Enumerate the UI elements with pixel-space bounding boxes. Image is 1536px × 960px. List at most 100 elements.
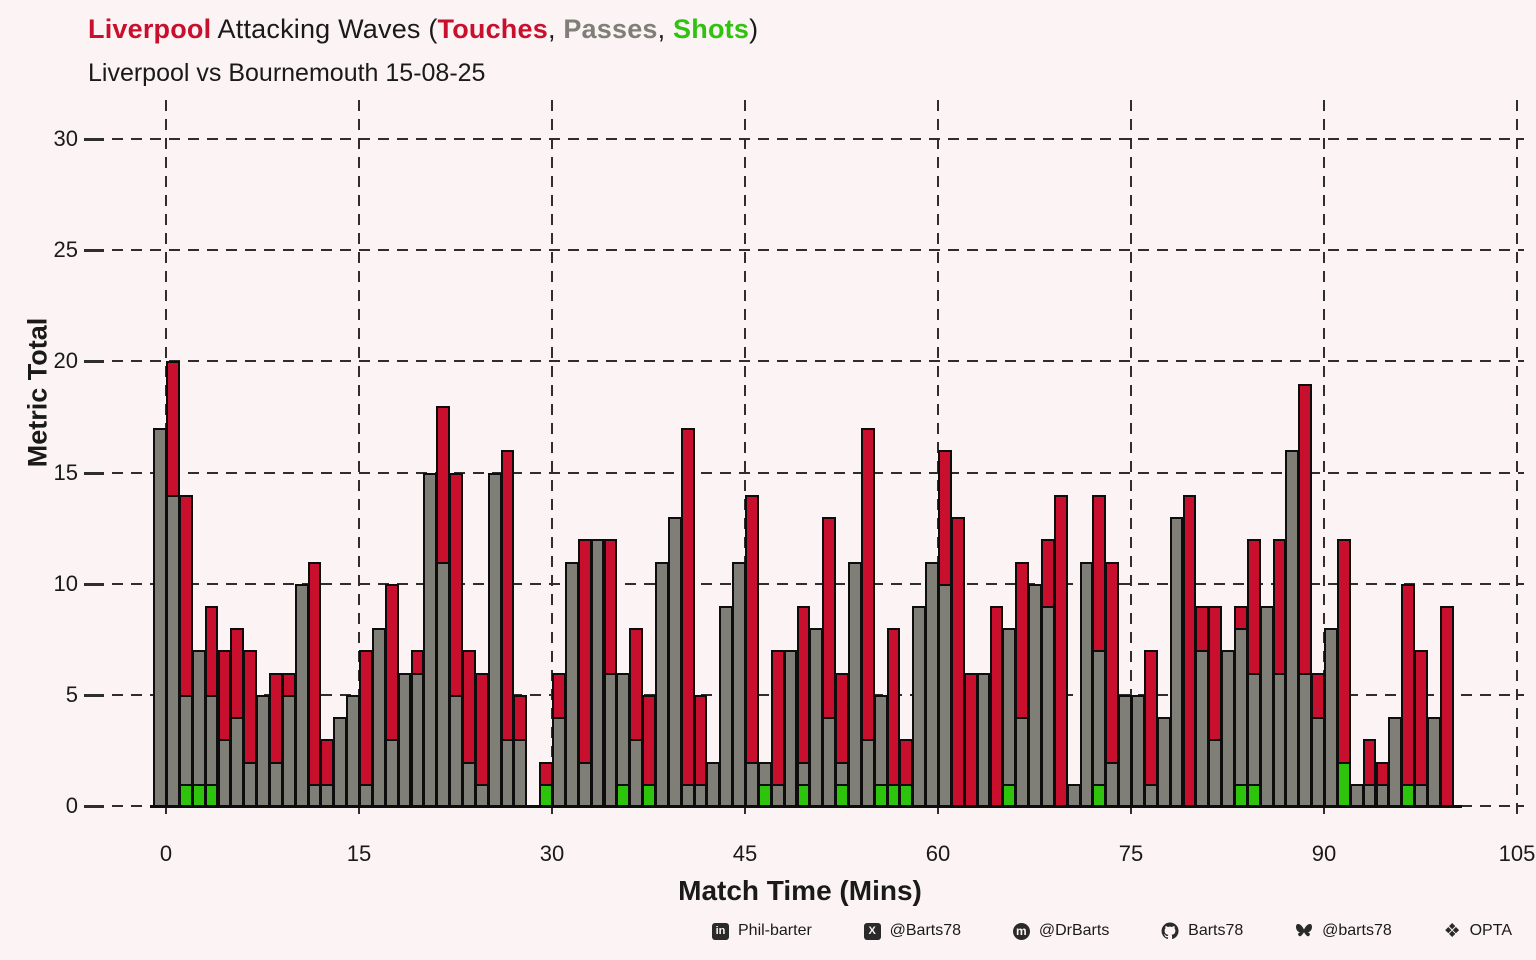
passes-bar-minute-76 <box>1131 694 1145 809</box>
y-tick-label-20: 20 <box>53 348 78 374</box>
footer-label: Phil-barter <box>738 922 812 939</box>
footer-label: @Barts78 <box>889 922 962 939</box>
passes-bar-minute-20 <box>410 672 425 808</box>
footer-item-x: X @Barts78 <box>863 922 962 940</box>
passes-bar-minute-87 <box>1272 672 1287 808</box>
y-tick-mark-10 <box>84 582 104 586</box>
passes-bar-minute-84 <box>1233 628 1248 808</box>
h-gridline-10 <box>112 582 1524 585</box>
passes-bar-minute-5 <box>217 739 232 808</box>
footer-label: Barts78 <box>1188 922 1244 939</box>
x-tick-label-75: 75 <box>1118 841 1144 866</box>
y-axis-title: Metric Total <box>22 317 53 468</box>
passes-bar-minute-69 <box>1040 605 1055 808</box>
passes-bar-minute-32 <box>564 561 579 808</box>
github-icon <box>1161 922 1179 940</box>
y-tick-mark-30 <box>84 138 104 142</box>
passes-bar-minute-31 <box>552 717 566 808</box>
passes-bar-minute-1 <box>166 494 180 808</box>
passes-bar-minute-83 <box>1221 650 1235 808</box>
y-tick-mark-15 <box>84 471 104 475</box>
x-icon: X <box>863 922 881 940</box>
passes-bar-minute-9 <box>268 761 283 808</box>
passes-bar-minute-82 <box>1208 739 1223 808</box>
h-gridline-20 <box>112 360 1524 363</box>
x-tick-label-60: 60 <box>925 841 951 866</box>
passes-bar-minute-51 <box>809 628 824 808</box>
h-gridline-15 <box>112 471 1524 474</box>
passes-bar-minute-8 <box>256 694 270 809</box>
passes-bar-minute-6 <box>230 717 245 808</box>
footer-label: @barts78 <box>1322 922 1392 939</box>
passes-bar-minute-28 <box>513 739 528 808</box>
x-axis-line <box>150 805 1462 808</box>
passes-bar-minute-86 <box>1259 605 1274 808</box>
passes-bar-minute-72 <box>1079 561 1094 808</box>
dropbox-icon: ❖ <box>1443 920 1461 942</box>
passes-bar-minute-75 <box>1118 694 1132 809</box>
footer-item-bluesky: @barts78 <box>1295 922 1392 940</box>
title-mid: Attacking Waves ( <box>211 14 438 44</box>
passes-bar-minute-88 <box>1285 450 1300 808</box>
title-close: ) <box>749 14 759 44</box>
passes-bar-minute-44 <box>719 605 734 808</box>
passes-bar-minute-54 <box>847 561 862 808</box>
y-tick-label-0: 0 <box>65 793 78 818</box>
y-tick-label-15: 15 <box>53 459 78 485</box>
passes-bar-minute-18 <box>384 739 399 808</box>
passes-bar-minute-64 <box>976 672 991 808</box>
title-touches: Touches <box>437 14 548 44</box>
title-passes: Passes <box>563 14 658 44</box>
passes-bar-minute-21 <box>423 472 438 808</box>
x-tick-label-30: 30 <box>539 841 565 866</box>
y-tick-mark-5 <box>84 693 104 697</box>
passes-bar-minute-37 <box>629 739 644 808</box>
v-gridline-15 <box>358 100 360 820</box>
passes-bar-minute-22 <box>436 561 451 808</box>
shots-bar-minute-92 <box>1336 761 1351 808</box>
x-tick-label-0: 0 <box>159 841 173 866</box>
passes-bar-minute-66 <box>1002 628 1017 808</box>
x-axis-title: Match Time (Mins) <box>678 875 922 906</box>
v-gridline-30 <box>551 100 553 820</box>
v-gridline-45 <box>744 100 746 820</box>
title-team: Liverpool <box>88 14 212 44</box>
touches-bar-minute-62 <box>950 517 965 808</box>
footer-item-opta: ❖ OPTA <box>1443 920 1512 942</box>
y-tick-mark-20 <box>84 360 104 364</box>
footer-credits: in Phil-barter X @Barts78 m @DrBarts Bar… <box>712 920 1512 942</box>
chart-title: Liverpool Attacking Waves (Touches, Pass… <box>88 14 758 45</box>
passes-bar-minute-26 <box>487 472 502 808</box>
passes-bar-minute-89 <box>1298 672 1313 808</box>
passes-bar-minute-45 <box>732 561 746 808</box>
touches-bar-minute-63 <box>963 672 978 808</box>
passes-bar-minute-0 <box>153 428 167 808</box>
passes-bar-minute-43 <box>706 761 721 808</box>
touches-bar-minute-41 <box>680 428 695 808</box>
footer-label: @DrBarts <box>1038 922 1110 939</box>
y-tick-mark-25 <box>84 249 104 253</box>
passes-bar-minute-17 <box>371 628 386 808</box>
passes-bar-minute-61 <box>938 583 952 808</box>
passes-bar-minute-19 <box>397 672 412 808</box>
passes-bar-minute-49 <box>783 650 798 808</box>
passes-bar-minute-96 <box>1388 717 1403 808</box>
passes-bar-minute-39 <box>654 561 669 808</box>
passes-bar-minute-34 <box>590 539 605 808</box>
touches-bar-minute-80 <box>1182 494 1197 808</box>
y-tick-mark-0 <box>84 805 104 808</box>
touches-bar-minute-70 <box>1053 494 1068 808</box>
touches-bar-minute-100 <box>1439 605 1454 808</box>
passes-bar-minute-10 <box>281 694 296 809</box>
bluesky-icon <box>1295 923 1313 939</box>
passes-bar-minute-15 <box>346 694 360 809</box>
passes-bar-minute-81 <box>1195 650 1210 808</box>
linkedin-icon: in <box>712 922 729 940</box>
passes-bar-minute-74 <box>1105 761 1120 808</box>
h-gridline-25 <box>112 249 1524 252</box>
passes-bar-minute-23 <box>449 694 463 809</box>
x-tick-label-45: 45 <box>732 841 758 866</box>
title-sep2: , <box>657 14 674 44</box>
v-gridline-90 <box>1323 100 1325 820</box>
